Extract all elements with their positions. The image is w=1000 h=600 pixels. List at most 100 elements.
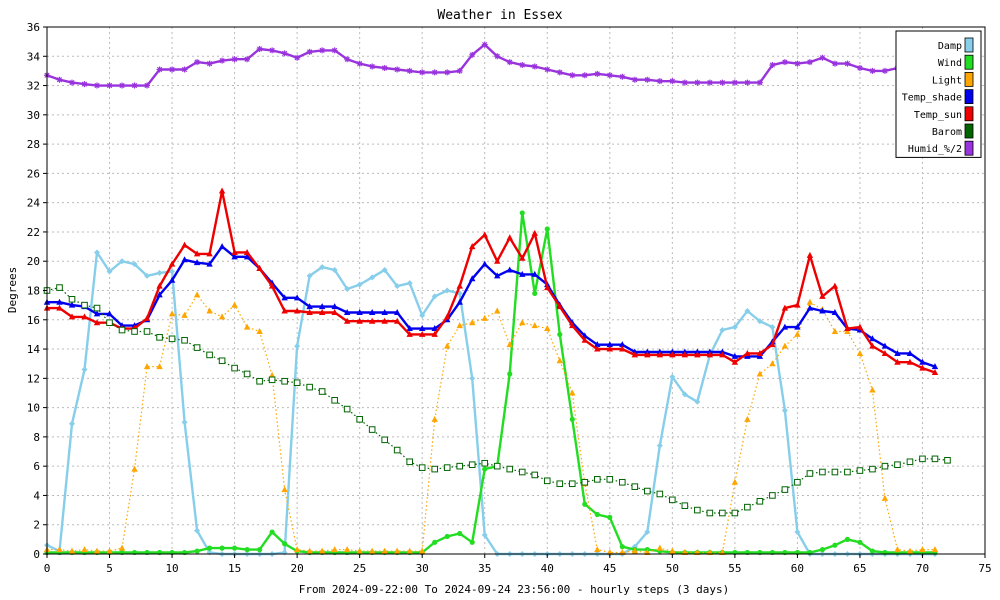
series-temp-shade-point — [318, 303, 326, 310]
grid-lines — [47, 27, 985, 554]
series-temp-sun-point — [368, 317, 376, 324]
series-temp-shade-point — [243, 253, 251, 260]
x-tick-label: 75 — [978, 562, 991, 575]
series-wind-point — [194, 548, 200, 554]
series-temp-sun-point — [456, 282, 463, 289]
series-damp-point — [294, 343, 301, 350]
series-temp-sun-point — [881, 349, 889, 356]
series-light-point — [419, 547, 426, 554]
series-temp-sun-point — [181, 241, 188, 248]
series-barom-point — [106, 319, 113, 327]
series-humid-2-point — [406, 67, 413, 74]
x-tick-label: 70 — [916, 562, 929, 575]
series-damp-point — [781, 407, 788, 414]
series-temp-shade-point — [456, 298, 463, 305]
series-barom-point — [506, 465, 514, 473]
series-barom-point — [706, 509, 714, 517]
series-temp-sun-point — [318, 308, 326, 315]
legend-temp-sun-label: Temp_sun — [914, 110, 962, 121]
series-barom-point — [93, 304, 101, 312]
series-damp-point — [81, 366, 88, 373]
series-damp-point — [94, 249, 101, 256]
series-humid-2-point — [469, 51, 476, 58]
series-humid-2 — [44, 41, 938, 89]
series-barom-point — [481, 459, 489, 467]
series-damp-point — [656, 442, 663, 449]
series-wind-point — [444, 533, 450, 540]
series-light-point — [794, 330, 801, 337]
series-barom-point — [381, 436, 388, 444]
series-temp-shade — [43, 243, 939, 370]
series-wind-point — [557, 331, 563, 338]
series-barom-point — [619, 478, 626, 486]
series-humid-2-point — [631, 76, 638, 83]
series-temp-sun-point — [706, 351, 714, 358]
series-damp-point — [744, 307, 751, 314]
series-temp-sun-point — [431, 330, 438, 337]
series-barom-point — [256, 377, 263, 385]
series-humid-2-point — [294, 54, 301, 61]
series-temp-shade-point — [881, 342, 889, 349]
series-temp-shade-point — [281, 294, 288, 301]
series-temp-sun-point — [544, 284, 551, 291]
series-damp-point — [406, 280, 413, 287]
series-barom-point — [944, 457, 951, 464]
series-temp-sun-point — [906, 358, 914, 365]
series-temp-sun-point — [406, 330, 413, 337]
series-light-point — [806, 298, 814, 305]
series-barom-point — [343, 405, 351, 413]
x-tick-label: 65 — [853, 562, 866, 575]
series-temp-sun-point — [694, 351, 701, 358]
series-temp-shade-point — [619, 341, 626, 348]
series-light-point — [293, 546, 301, 553]
series-humid-2-point — [881, 67, 888, 74]
x-axis-label: From 2024-09-22:00 To 2024-09-24 23:56:0… — [299, 583, 729, 596]
series-humid-2-point — [369, 63, 376, 70]
series-temp-sun-point — [206, 250, 213, 257]
series-barom-point — [744, 503, 751, 511]
series-temp-sun-point — [469, 243, 476, 250]
series-temp-sun-point — [168, 260, 176, 267]
series-light-point — [218, 313, 226, 320]
legend-damp-label: Damp — [938, 41, 962, 52]
series-barom-point — [919, 455, 926, 463]
y-tick-label: 26 — [27, 167, 40, 180]
series-temp-shade-point — [331, 303, 338, 310]
series-light-point — [506, 341, 513, 348]
series-humid-2-point — [119, 82, 126, 89]
y-tick-label: 0 — [33, 548, 40, 561]
series-temp-sun-point — [844, 325, 851, 332]
series-barom-point — [719, 509, 726, 517]
series-temp-shade-point — [906, 349, 914, 356]
series-temp-sun-point — [93, 319, 101, 326]
legend-humid-2-label: Humid_%/2 — [908, 144, 962, 155]
series-humid-2-point — [281, 50, 288, 57]
series-temp-sun-point — [644, 351, 651, 358]
series-temp-shade-point — [406, 325, 413, 332]
series-light-point — [156, 363, 163, 370]
x-tick-label: 25 — [353, 562, 366, 575]
series-temp-shade-point — [819, 307, 826, 314]
series-temp-shade-point — [781, 323, 789, 330]
series-temp-shade-point — [531, 270, 538, 277]
series-temp-shade-line — [47, 245, 936, 368]
legend-wind-swatch — [964, 54, 974, 70]
series-barom-point — [193, 344, 201, 351]
series-light-point — [206, 307, 213, 314]
y-tick-label: 4 — [33, 489, 40, 502]
x-tick-label: 0 — [44, 562, 51, 575]
series-barom-point — [731, 509, 739, 517]
series-temp-shade-point — [206, 260, 213, 267]
y-tick-label: 36 — [27, 21, 40, 34]
series-barom-point — [206, 351, 213, 359]
series-temp-shade-point — [193, 259, 201, 266]
series-light-point — [869, 386, 876, 393]
series-temp-shade-point — [469, 275, 476, 282]
series-damp-point — [694, 398, 701, 405]
series-barom-point — [844, 468, 851, 476]
series-humid-2-point — [744, 79, 751, 86]
series-damp-point — [669, 373, 676, 380]
series-temp-shade-point — [806, 304, 814, 311]
x-tick-label: 45 — [603, 562, 616, 575]
series-temp-sun-point — [869, 342, 876, 349]
